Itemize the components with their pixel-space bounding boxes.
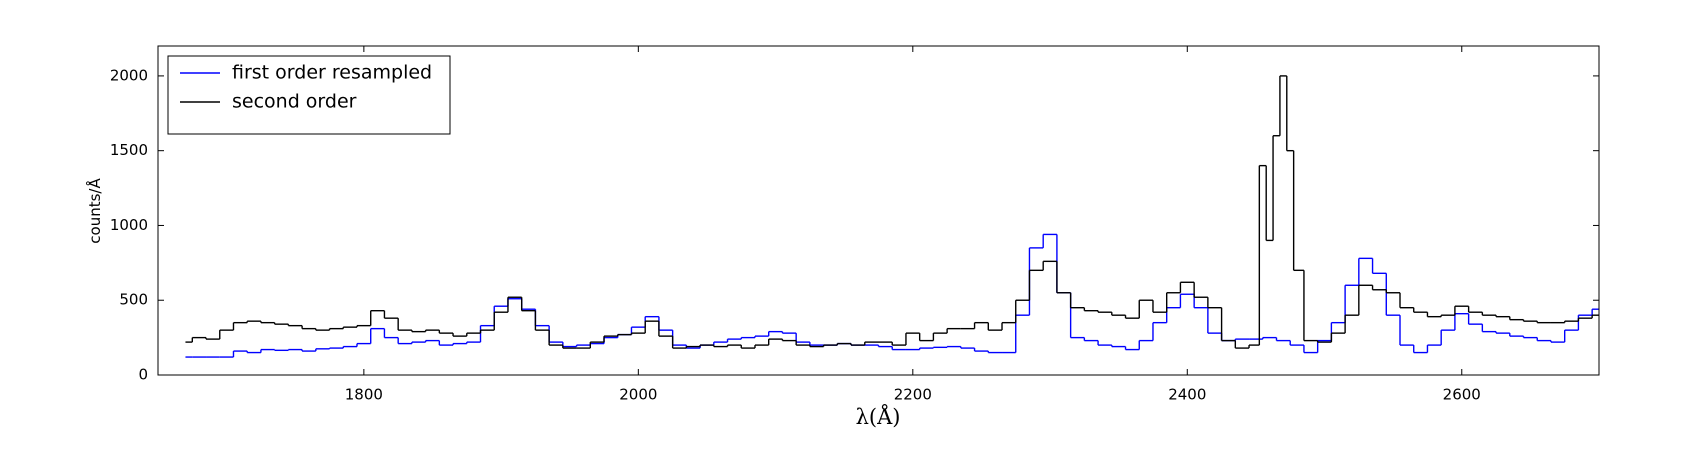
x-axis-label: λ(Å) (856, 404, 901, 429)
legend-label: second order (232, 91, 357, 113)
y-tick-label: 500 (119, 291, 148, 309)
legend-label: first order resampled (232, 62, 432, 84)
y-tick-label: 1500 (110, 141, 148, 159)
plot-frame (157, 45, 1600, 376)
y-tick-label: 1000 (110, 216, 148, 234)
series (185, 75, 1599, 349)
y-axis-label: counts/Å (85, 178, 104, 244)
x-tick-label: 2000 (619, 386, 657, 404)
legend-box (167, 55, 451, 135)
series (185, 233, 1599, 358)
x-tick-label: 2600 (1443, 386, 1481, 404)
x-tick-label: 2200 (894, 386, 932, 404)
y-tick-label: 0 (138, 366, 148, 384)
x-tick-label: 2400 (1168, 386, 1206, 404)
y-tick-label: 2000 (110, 66, 148, 84)
x-tick-label: 1800 (345, 386, 383, 404)
